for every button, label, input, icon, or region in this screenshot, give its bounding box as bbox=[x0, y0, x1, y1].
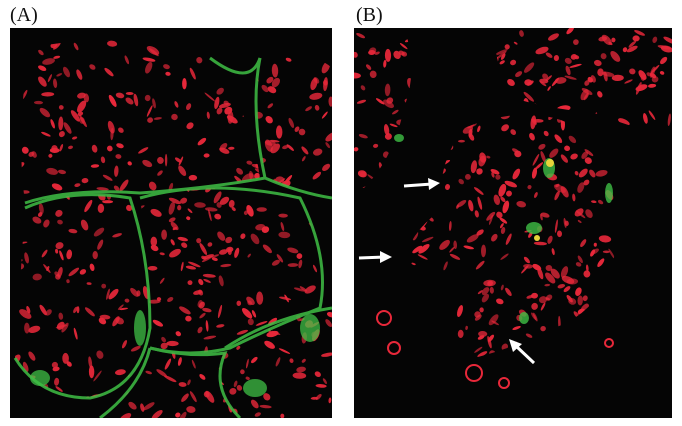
tubule-tissue-a bbox=[15, 40, 332, 418]
panel-a-micrograph bbox=[10, 28, 332, 418]
tubule-tissue-b bbox=[354, 28, 672, 359]
basement-membrane-a bbox=[13, 56, 332, 418]
isolated-cells-b bbox=[376, 310, 614, 389]
panel-a-label: (A) bbox=[10, 4, 38, 26]
arrow-left bbox=[358, 251, 392, 263]
arrow-upper bbox=[403, 178, 440, 190]
panel-b-micrograph bbox=[354, 28, 672, 418]
panel-b-label: (B) bbox=[356, 4, 383, 26]
green-patches-a bbox=[30, 310, 320, 397]
panel-b-image bbox=[354, 28, 672, 389]
yellow-spots-b bbox=[534, 159, 554, 241]
arrow-lower bbox=[509, 339, 536, 365]
panel-a-image bbox=[13, 40, 332, 418]
